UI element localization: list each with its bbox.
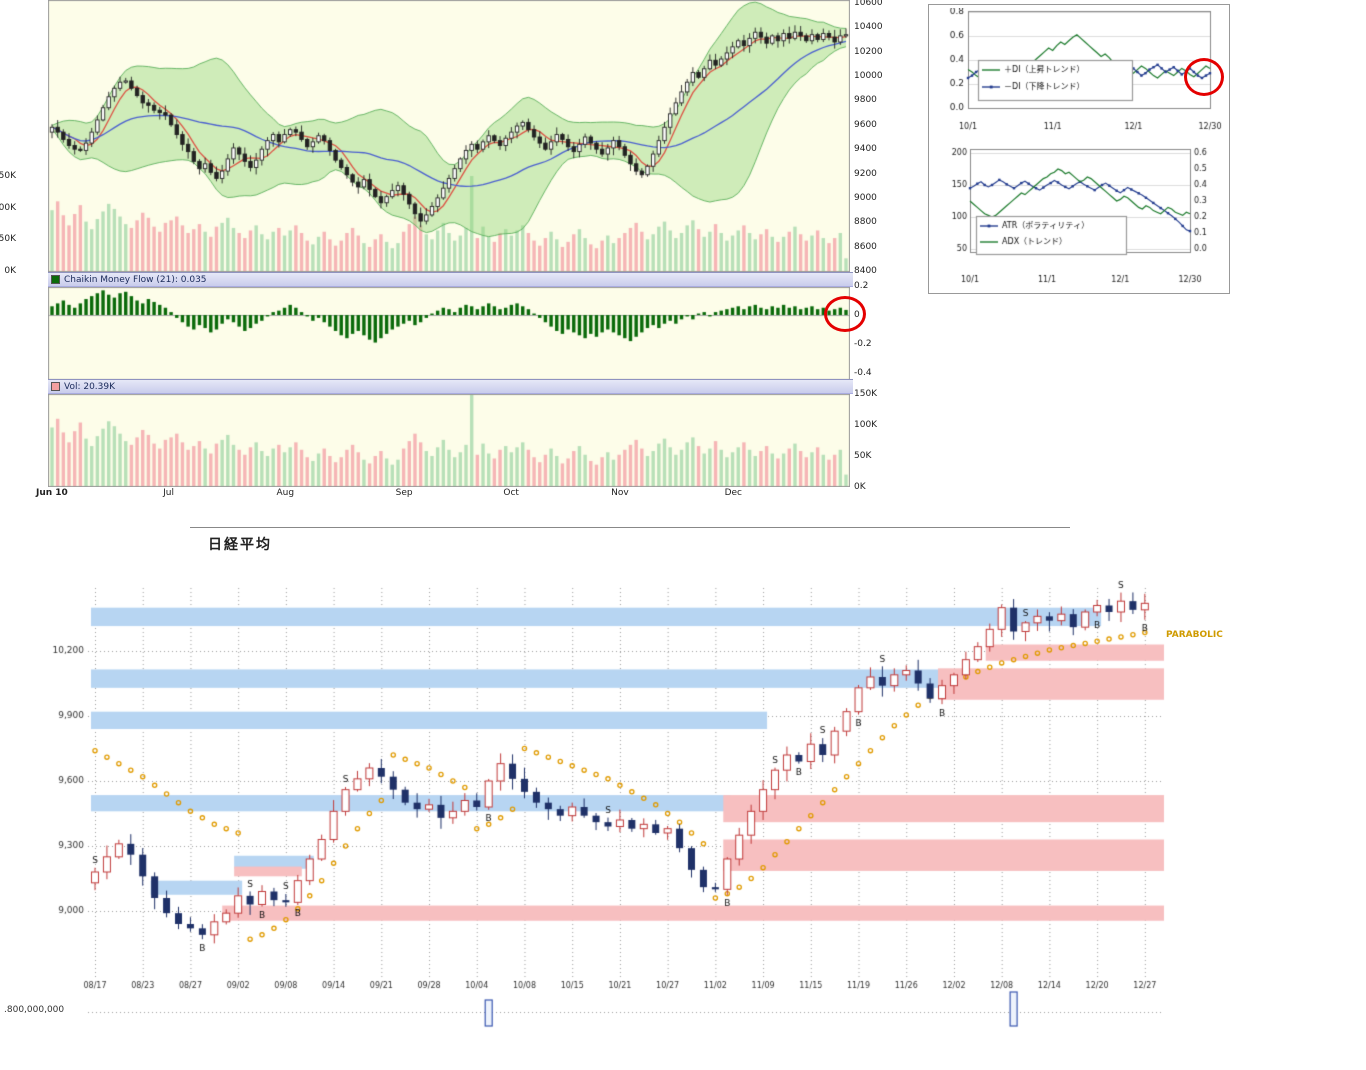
cmf-chart-canvas bbox=[48, 287, 850, 380]
price-axis-label: 8400 bbox=[854, 266, 877, 276]
x-axis-month-label: Nov bbox=[611, 488, 629, 498]
price-axis-label: 9800 bbox=[854, 95, 877, 106]
volume-panel-title: Vol: 20.39K bbox=[64, 381, 116, 392]
x-axis-month-label: Aug bbox=[276, 488, 295, 498]
cmf-panel-header: Chaikin Money Flow (21): 0.035 bbox=[48, 272, 853, 287]
cmf-legend-swatch-icon bbox=[51, 275, 60, 284]
price-candlestick-chart-canvas bbox=[48, 0, 850, 272]
atr-adx-chart-canvas bbox=[932, 140, 1226, 290]
bottom-volume-scale-label: .800,000,000 bbox=[4, 1005, 65, 1015]
volume-axis-label: 0K bbox=[4, 266, 16, 276]
volume-chart-canvas bbox=[48, 394, 850, 487]
section-divider bbox=[190, 527, 1070, 528]
x-axis-month-label: Oct bbox=[503, 488, 519, 498]
price-axis-label: 8800 bbox=[854, 217, 877, 228]
volume-axis-label: 50K bbox=[0, 234, 16, 245]
price-axis-label: 10200 bbox=[854, 46, 883, 57]
vol-axis-label: 100K bbox=[854, 420, 878, 430]
x-axis-month-label: Jul bbox=[163, 488, 174, 498]
volume-panel-header: Vol: 20.39K bbox=[48, 379, 853, 394]
parabolic-label: PARABOLIC bbox=[1166, 630, 1223, 640]
cmf-axis-label: -0.4 bbox=[854, 368, 872, 378]
price-axis-label: 10400 bbox=[854, 22, 883, 33]
price-axis-label: 10000 bbox=[854, 71, 883, 82]
volume-axis-label: 100K bbox=[0, 202, 16, 213]
price-axis-label: 9200 bbox=[854, 168, 877, 179]
cmf-axis-label: -0.2 bbox=[854, 339, 872, 349]
volume-axis-label: 150K bbox=[0, 171, 16, 181]
nikkei-chart-title: 日経平均 bbox=[208, 537, 272, 553]
price-axis-label: 9600 bbox=[854, 119, 877, 130]
vol-axis-label: 50K bbox=[854, 451, 872, 461]
nikkei-candlestick-chart-canvas bbox=[30, 575, 1215, 1035]
di-highlight-circle-annotation bbox=[1184, 58, 1224, 96]
vol-axis-label: 0K bbox=[854, 482, 866, 492]
cmf-panel-title: Chaikin Money Flow (21): 0.035 bbox=[64, 274, 207, 285]
price-axis-label: 8600 bbox=[854, 241, 877, 252]
cmf-axis-label: 0 bbox=[854, 310, 860, 320]
x-axis-month-label: Jun 10 bbox=[36, 488, 68, 498]
x-axis-month-label: Dec bbox=[724, 488, 742, 498]
cmf-axis-label: 0.2 bbox=[854, 281, 869, 291]
vol-axis-label: 150K bbox=[854, 389, 878, 399]
cmf-highlight-circle-annotation bbox=[824, 296, 866, 332]
price-axis-label: 9400 bbox=[854, 144, 877, 155]
di-indicator-chart-canvas bbox=[932, 8, 1226, 140]
x-axis-month-label: Sep bbox=[395, 488, 413, 498]
price-axis-label: 9000 bbox=[854, 192, 877, 203]
volume-legend-swatch-icon bbox=[51, 382, 60, 391]
price-axis-label: 10600 bbox=[854, 0, 883, 8]
